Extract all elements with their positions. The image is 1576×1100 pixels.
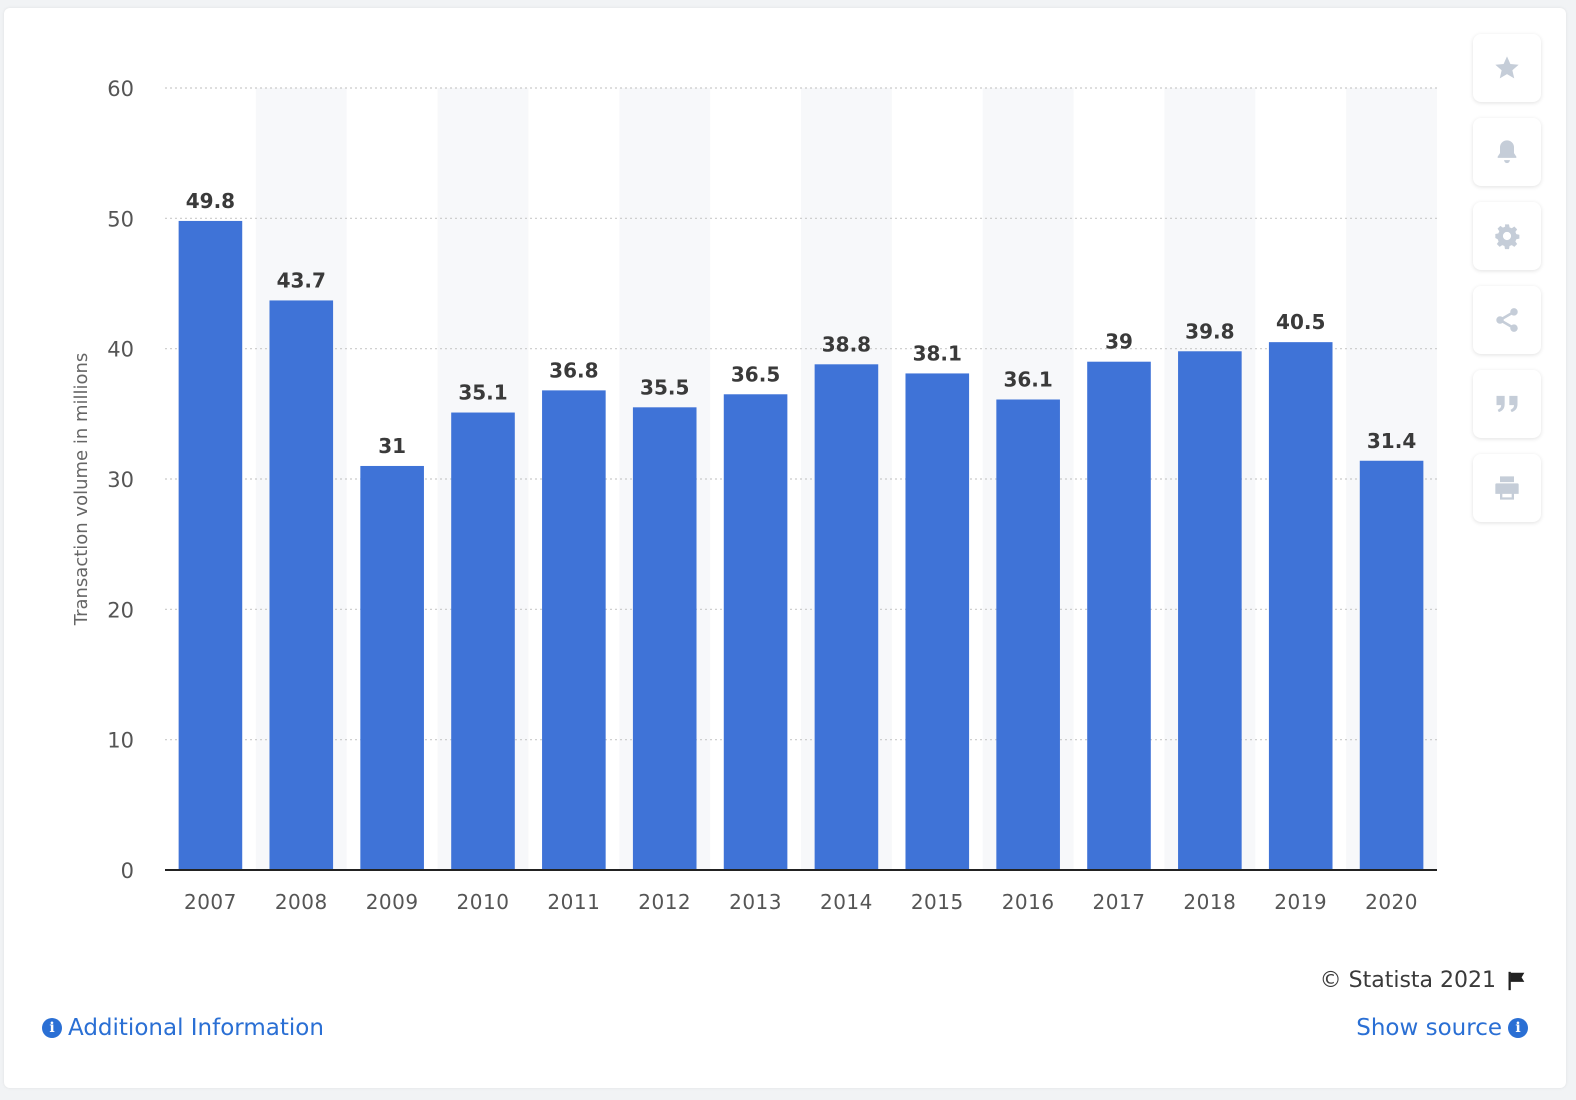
bar[interactable] [632, 407, 697, 870]
y-axis-ticks: 0 10 20 30 40 50 60 [107, 77, 134, 883]
x-tick-label: 2019 [1274, 890, 1327, 914]
data-label: 36.8 [549, 358, 598, 382]
favorite-button[interactable] [1473, 34, 1541, 102]
data-label: 39.8 [1185, 319, 1234, 343]
x-tick-label: 2012 [638, 890, 691, 914]
data-label: 49.8 [186, 189, 235, 213]
data-label: 38.8 [822, 332, 871, 356]
data-label: 31 [378, 434, 406, 458]
bar[interactable] [723, 394, 788, 870]
bar[interactable] [905, 373, 970, 870]
x-tick-label: 2009 [366, 890, 419, 914]
bar[interactable] [996, 399, 1060, 870]
value-labels: 49.8 43.7 31 35.1 36.8 35.5 36.5 38.8 38.1 36.1 39… [186, 189, 1417, 458]
y-axis-title: Transaction volume in millions [71, 353, 92, 627]
x-tick-label: 2008 [275, 890, 328, 914]
copyright-text: © Statista 2021 [1319, 968, 1496, 993]
y-tick-label: 40 [107, 338, 134, 362]
data-label: 40.5 [1276, 310, 1325, 334]
y-tick-label: 20 [107, 598, 134, 622]
x-tick-label: 2017 [1093, 890, 1146, 914]
y-tick-label: 30 [107, 468, 134, 492]
star-icon [1495, 56, 1519, 79]
bar[interactable] [1268, 342, 1333, 870]
bell-icon [1497, 140, 1517, 164]
bar[interactable] [542, 390, 606, 870]
bar-chart: 0 10 20 30 40 50 60 49.8 43.7 31 35.1 36.8 35.5 36.5… [71, 77, 1437, 914]
x-tick-label: 2010 [457, 890, 510, 914]
info-icon: i [42, 1018, 62, 1038]
bar[interactable] [360, 465, 424, 870]
y-tick-label: 60 [107, 77, 134, 101]
y-tick-label: 0 [121, 859, 134, 883]
share-button[interactable] [1473, 286, 1541, 354]
bar[interactable] [451, 412, 515, 870]
print-icon [1495, 476, 1519, 500]
additional-information-label: Additional Information [68, 1015, 324, 1041]
copyright: © Statista 2021 [1320, 968, 1528, 993]
bar[interactable] [814, 364, 879, 870]
data-label: 35.5 [640, 375, 689, 399]
quote-icon [1496, 395, 1518, 413]
bar[interactable] [1178, 351, 1242, 871]
additional-information-link[interactable]: i Additional Information [42, 1015, 324, 1041]
bar[interactable] [1359, 460, 1424, 870]
bars [178, 220, 1424, 871]
chart-card: 0 10 20 30 40 50 60 49.8 43.7 31 35.1 36.8 35.5 36.5… [4, 8, 1566, 1088]
show-source-link[interactable]: Show source i [1356, 1015, 1528, 1041]
bar[interactable] [1087, 361, 1151, 870]
x-tick-label: 2013 [729, 890, 782, 914]
gear-icon [1495, 224, 1520, 250]
x-tick-label: 2015 [911, 890, 964, 914]
x-tick-label: 2016 [1002, 890, 1055, 914]
flag-icon[interactable] [1506, 970, 1528, 992]
data-label: 35.1 [458, 381, 507, 405]
y-tick-label: 50 [107, 207, 134, 231]
data-label: 39 [1105, 330, 1133, 354]
x-axis-ticks: 2007 2008 2009 2010 2011 2012 2013 2014 2015 2016… [184, 890, 1418, 914]
cite-button[interactable] [1473, 370, 1541, 438]
settings-button[interactable] [1473, 202, 1541, 270]
x-tick-label: 2014 [820, 890, 873, 914]
show-source-label: Show source [1356, 1015, 1502, 1041]
print-button[interactable] [1473, 454, 1541, 522]
info-icon: i [1508, 1018, 1528, 1038]
x-tick-label: 2007 [184, 890, 237, 914]
data-label: 36.1 [1003, 367, 1052, 391]
data-label: 38.1 [913, 341, 962, 365]
share-icon [1496, 308, 1518, 332]
data-label: 36.5 [731, 362, 780, 386]
data-label: 31.4 [1367, 429, 1416, 453]
data-label: 43.7 [277, 268, 326, 292]
bar[interactable] [178, 220, 243, 870]
bar[interactable] [269, 300, 334, 870]
y-tick-label: 10 [107, 729, 134, 753]
x-tick-label: 2011 [547, 890, 600, 914]
notification-button[interactable] [1473, 118, 1541, 186]
x-tick-label: 2020 [1365, 890, 1418, 914]
x-tick-label: 2018 [1183, 890, 1236, 914]
